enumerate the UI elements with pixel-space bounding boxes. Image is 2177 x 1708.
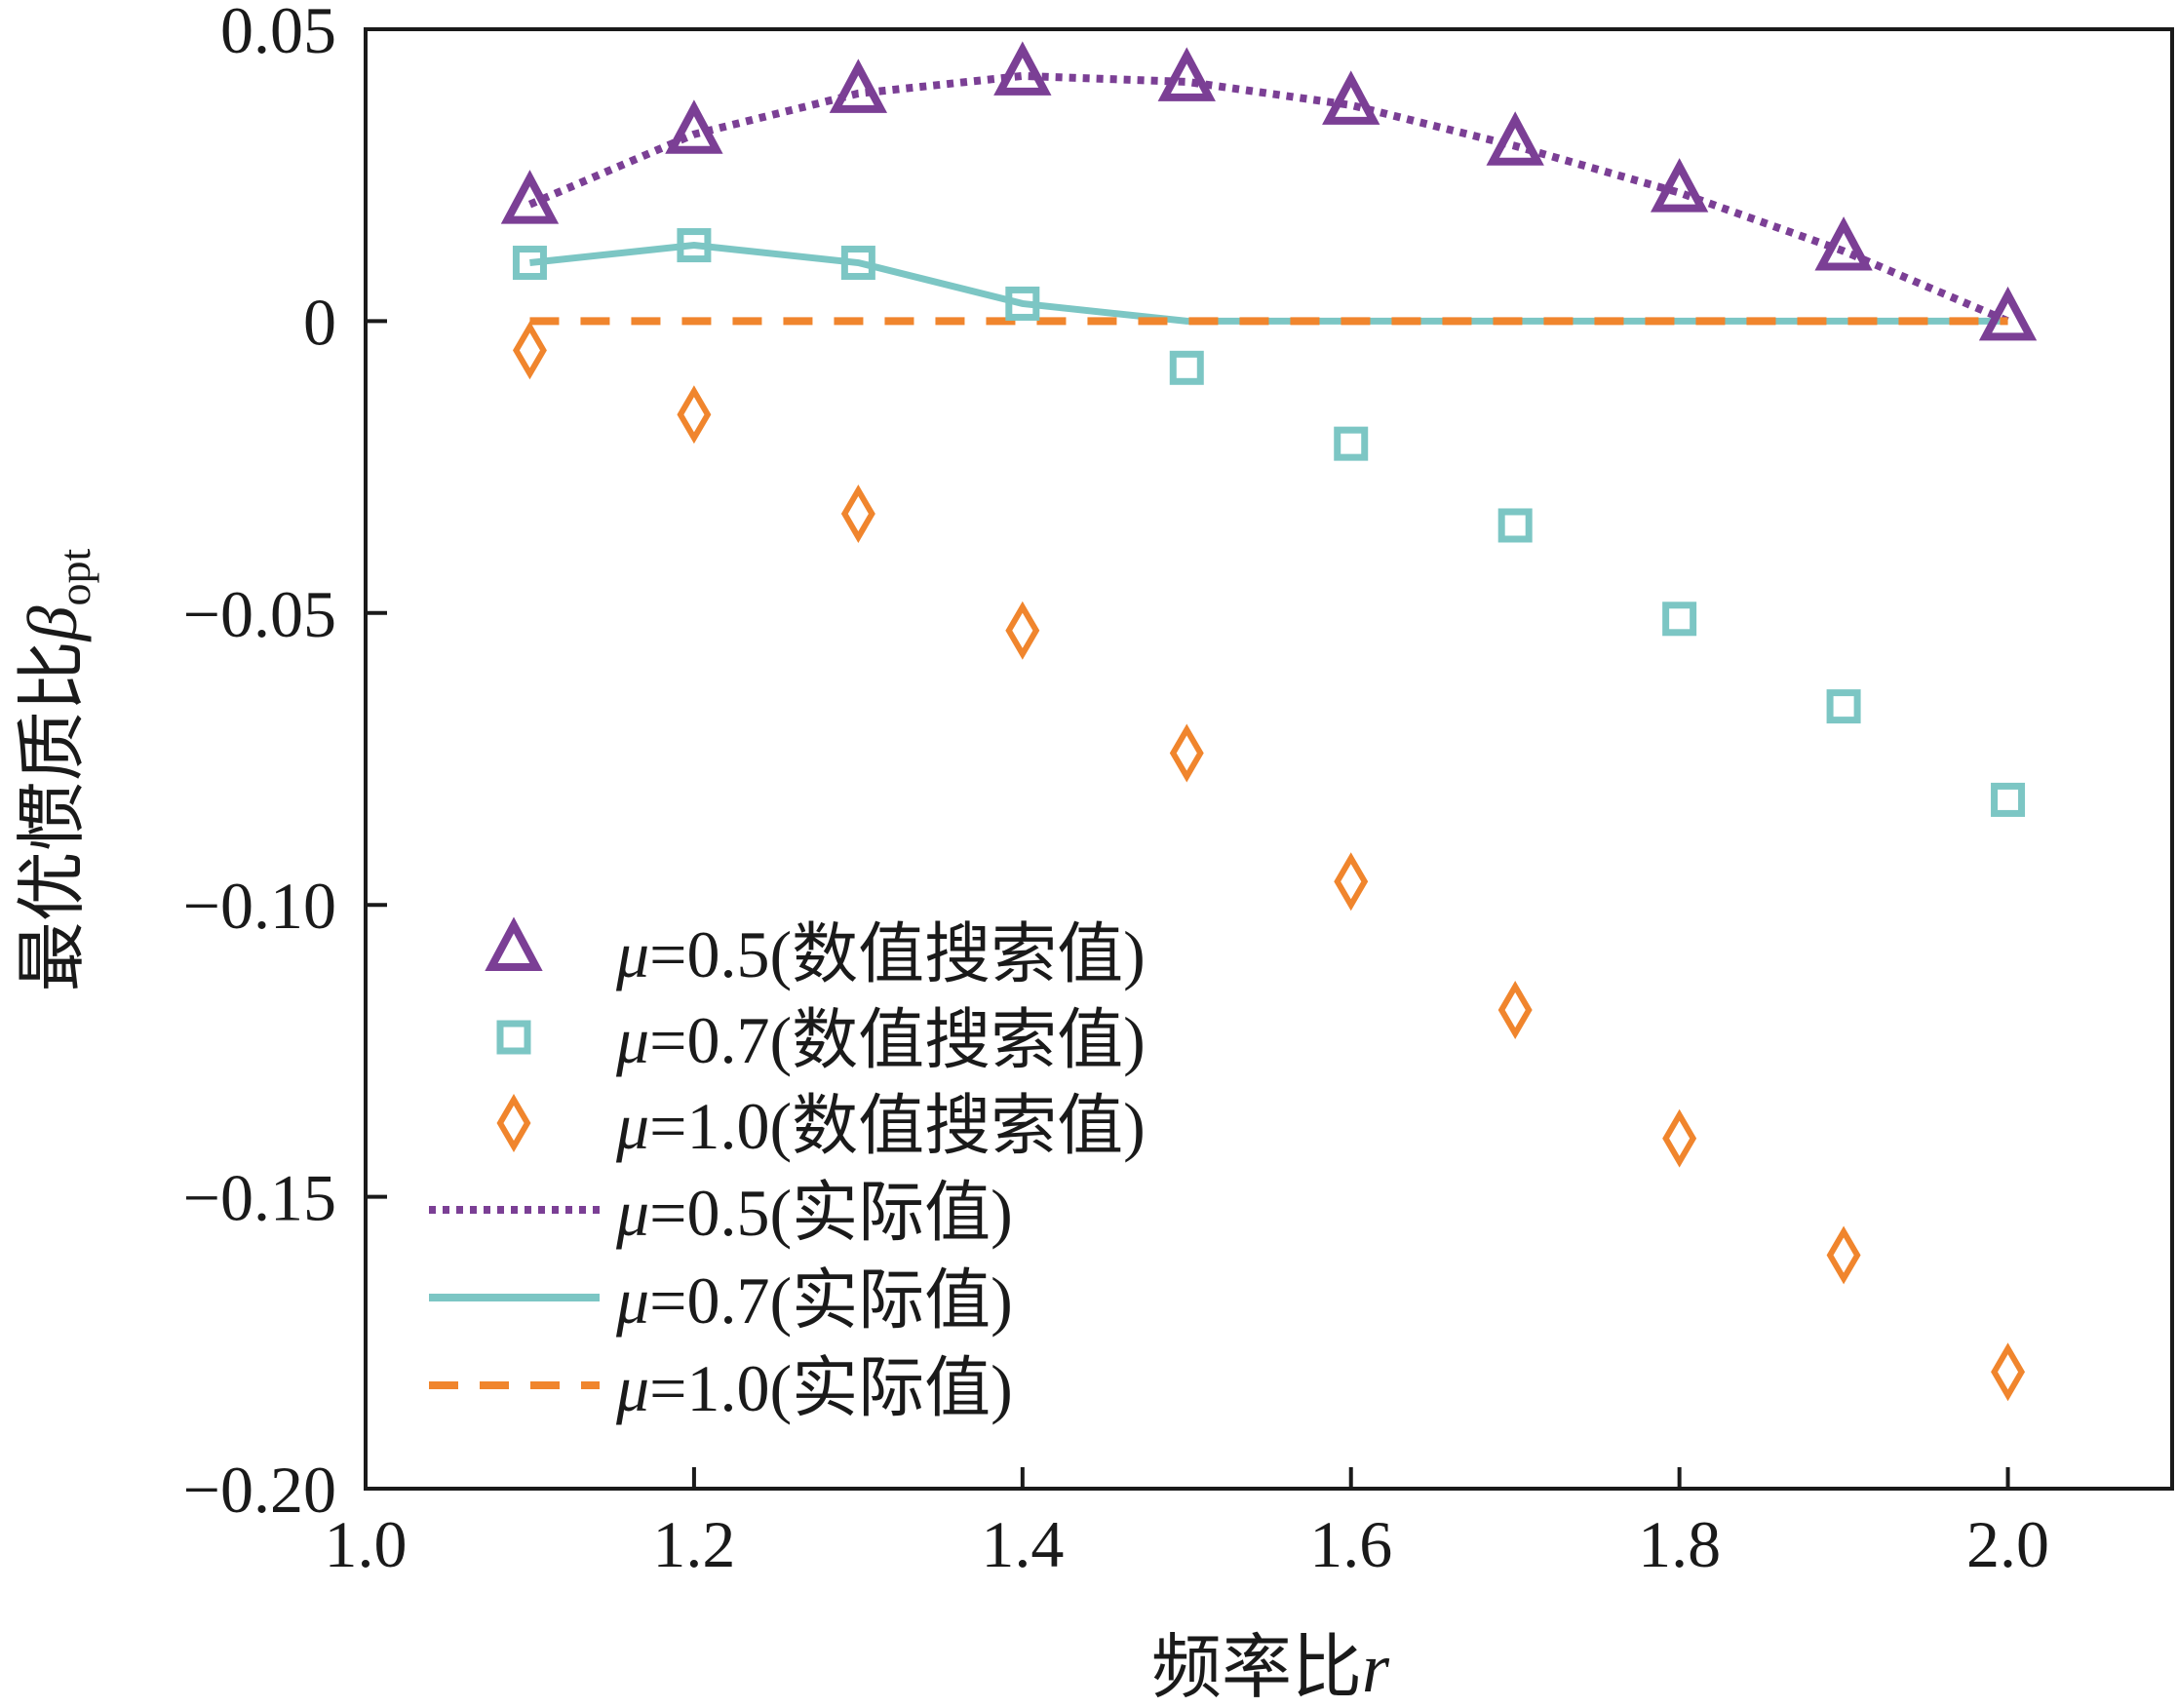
square-marker bbox=[1497, 508, 1533, 543]
y-tick-label: 0.05 bbox=[220, 0, 336, 67]
legend-square-icon bbox=[496, 1020, 531, 1055]
triangle-marker bbox=[1814, 216, 1873, 271]
square-marker bbox=[1991, 782, 2026, 817]
y-tick-label: −0.10 bbox=[183, 869, 336, 943]
square-marker bbox=[1169, 350, 1204, 385]
triangle-marker bbox=[500, 170, 560, 224]
diamond-marker bbox=[1334, 852, 1369, 912]
x-tick-label: 1.6 bbox=[1309, 1507, 1392, 1581]
x-tick-label: 1.8 bbox=[1638, 1507, 1721, 1581]
triangle-marker bbox=[665, 99, 723, 154]
triangle-marker bbox=[1486, 111, 1544, 166]
series-lines bbox=[527, 71, 2010, 326]
diamond-marker bbox=[1991, 1342, 2026, 1402]
y-tick-label: −0.20 bbox=[183, 1453, 336, 1527]
y-axis: 0.05 0 −0.05 −0.10 −0.15 −0.20 bbox=[183, 0, 387, 1527]
y-axis-label: 最优惯质比βopt bbox=[14, 548, 99, 991]
y-tick-label: −0.05 bbox=[183, 577, 336, 651]
x-axis-label: 频率比r bbox=[1151, 1629, 1390, 1707]
square-marker bbox=[512, 246, 547, 281]
legend-diamond-icon bbox=[496, 1094, 531, 1152]
square-marker bbox=[1826, 689, 1861, 724]
diamond-marker bbox=[1497, 981, 1533, 1039]
legend-label: μ=0.7(数值搜索值) bbox=[615, 1003, 1146, 1077]
triangle-marker bbox=[1978, 286, 2038, 341]
square-marker bbox=[677, 228, 712, 263]
triangle-marker bbox=[829, 58, 888, 113]
series-line bbox=[529, 242, 2008, 325]
triangle-marker bbox=[993, 41, 1052, 96]
x-axis: 1.0 1.2 1.4 1.6 1.8 2.0 bbox=[325, 1467, 2049, 1581]
triangle-marker bbox=[1157, 47, 1216, 101]
y-tick-label: 0 bbox=[303, 285, 336, 359]
diamond-marker bbox=[840, 485, 875, 543]
diamond-marker bbox=[677, 385, 712, 445]
square-marker bbox=[1334, 426, 1369, 461]
diamond-marker bbox=[1826, 1225, 1861, 1285]
legend-label: μ=0.7(实际值) bbox=[615, 1263, 1013, 1338]
plot-frame bbox=[364, 27, 2174, 1491]
diamond-marker bbox=[512, 321, 547, 380]
x-tick-label: 1.0 bbox=[325, 1507, 408, 1581]
legend-triangle-icon bbox=[485, 916, 543, 971]
square-marker bbox=[1662, 602, 1697, 637]
x-tick-label: 1.2 bbox=[652, 1507, 735, 1581]
legend-label: μ=1.0(数值搜索值) bbox=[615, 1089, 1146, 1163]
legend: μ=0.5(数值搜索值) μ=0.7(数值搜索值) μ=1.0(数值搜索值) μ=0.… bbox=[429, 916, 1146, 1425]
diamond-marker bbox=[1169, 723, 1204, 783]
diamond-marker bbox=[1662, 1108, 1697, 1168]
y-tick-label: −0.15 bbox=[183, 1161, 336, 1235]
square-marker bbox=[1005, 286, 1040, 321]
x-tick-label: 2.0 bbox=[1966, 1507, 2049, 1581]
diamond-marker bbox=[1005, 601, 1040, 660]
triangle-marker bbox=[1322, 70, 1380, 125]
series-markers bbox=[500, 41, 2038, 1402]
legend-label: μ=0.5(数值搜索值) bbox=[615, 917, 1146, 991]
legend-label: μ=1.0(实际值) bbox=[615, 1351, 1013, 1425]
triangle-marker bbox=[1650, 158, 1709, 213]
square-marker bbox=[840, 246, 875, 281]
x-tick-label: 1.4 bbox=[981, 1507, 1064, 1581]
series-line bbox=[527, 71, 2010, 326]
legend-label: μ=0.5(实际值) bbox=[615, 1176, 1013, 1250]
